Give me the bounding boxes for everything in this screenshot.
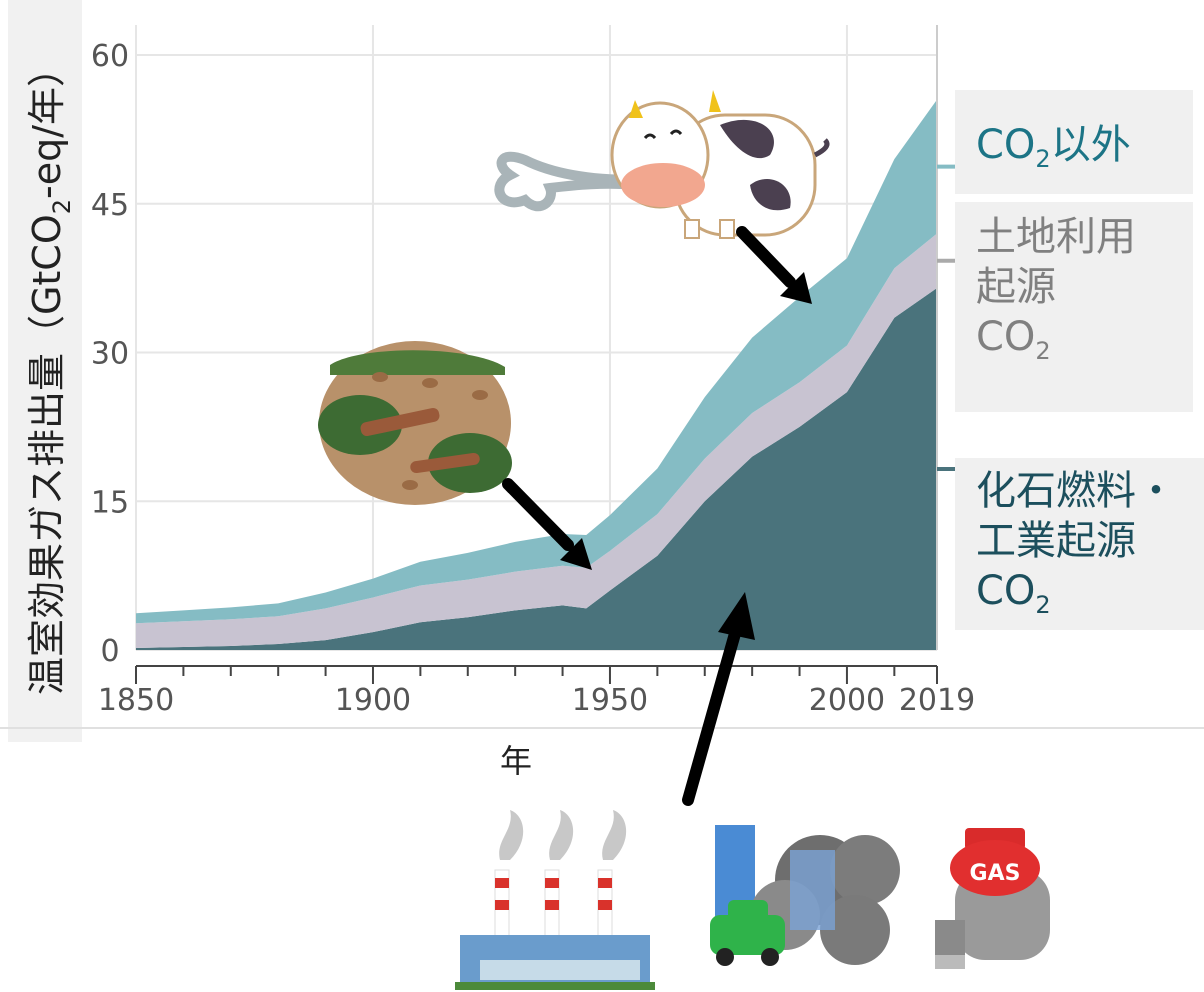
legend-label-fossil: 化石燃料・ 工業起源 CO2 [976, 468, 1176, 619]
cow-icon [494, 90, 830, 239]
legend-label-non-co2: CO2以外 [976, 122, 1131, 173]
area-series-0 [136, 288, 937, 650]
city-pollution-icon [710, 825, 900, 966]
legend-panel-land-use: 土地利用 起源 CO2 [955, 202, 1193, 412]
legend-panel-fossil: 化石燃料・ 工業起源 CO2 [955, 458, 1204, 630]
y-tick-label: 0 [100, 634, 119, 669]
y-tick-label: 30 [91, 337, 129, 372]
area-series-2 [136, 99, 937, 624]
gas-tank-icon: GAS [935, 828, 1050, 969]
y-axis-label-panel [8, 0, 82, 742]
x-tick-label: 2000 [809, 683, 885, 718]
arrow-forest-to-landuse [502, 478, 592, 570]
gas-label: GAS [970, 861, 1021, 886]
y-axis-label: 温室効果ガス排出量（GtCO2-eq/年） [25, 49, 76, 695]
y-tick-label: 15 [91, 485, 129, 520]
x-tick-label: 1850 [98, 683, 174, 718]
area-series-1 [136, 233, 937, 649]
y-tick-label: 60 [91, 39, 129, 74]
x-tick-label: 1900 [335, 683, 411, 718]
factory-icon [455, 810, 655, 990]
arrow-industry-to-fossil [682, 592, 755, 806]
x-tick-label: 1950 [572, 683, 648, 718]
legend-panel-non-co2: CO2以外 [955, 90, 1193, 194]
x-tick-label: 2019 [899, 683, 975, 718]
deforestation-icon [318, 341, 512, 505]
x-axis-label: 年 [500, 742, 532, 780]
legend-label-land-use: 土地利用 起源 CO2 [976, 214, 1136, 365]
arrow-cow-to-nonco2 [736, 226, 812, 304]
y-tick-label: 45 [91, 188, 129, 223]
